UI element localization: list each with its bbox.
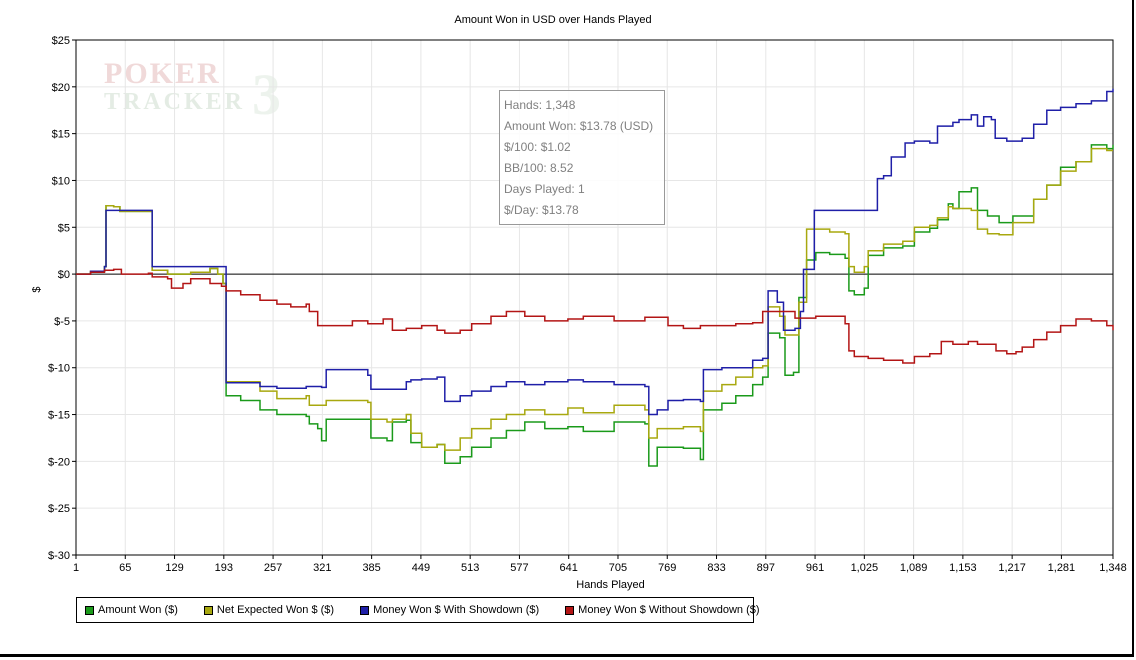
legend-swatch: [203, 605, 213, 615]
y-tick-label: $-10: [48, 363, 70, 375]
x-tick-label: 65: [119, 562, 131, 574]
y-tick-label: $0: [58, 269, 70, 281]
stat-per-100: $/100: $1.02: [504, 140, 571, 154]
legend-item-net-expected[interactable]: Net Expected Won $ ($): [203, 604, 335, 616]
watermark-line2: TRACKER: [104, 89, 246, 115]
y-tick-label: $-30: [48, 550, 70, 562]
x-tick-label: 1,281: [1048, 562, 1076, 574]
x-tick-label: 449: [412, 562, 430, 574]
x-tick-label: 705: [609, 562, 627, 574]
series-line-money-won-without-showdown: [76, 268, 1114, 364]
x-tick-label: 385: [362, 562, 380, 574]
y-tick-label: $5: [58, 222, 70, 234]
stat-hands: Hands: 1,348: [504, 98, 576, 112]
stats-tooltip: Hands: 1,348 Amount Won: $13.78 (USD) $/…: [499, 90, 665, 225]
legend-item-without-showdown[interactable]: Money Won $ Without Showdown ($): [565, 604, 760, 616]
y-tick-label: $15: [52, 129, 70, 141]
y-tick-label: $-15: [48, 410, 70, 422]
watermark-line1: POKER: [104, 57, 221, 90]
x-tick-label: 897: [757, 562, 775, 574]
x-tick-label: 1,217: [998, 562, 1026, 574]
y-tick-label: $20: [52, 82, 70, 94]
x-tick-label: 321: [313, 562, 331, 574]
y-tick-label: $-25: [48, 503, 70, 515]
stat-days-played: Days Played: 1: [504, 182, 585, 196]
stat-bb-100: BB/100: 8.52: [504, 161, 574, 175]
x-tick-label: 193: [215, 562, 233, 574]
x-tick-label: 1,153: [949, 562, 977, 574]
stat-per-day: $/Day: $13.78: [504, 203, 579, 217]
x-tick-label: 129: [165, 562, 183, 574]
legend-swatch: [85, 605, 94, 615]
x-tick-label: 961: [806, 562, 824, 574]
legend-label: Amount Won ($): [98, 604, 178, 616]
legend-label: Net Expected Won $ ($): [216, 604, 335, 616]
x-tick-label: 769: [658, 562, 676, 574]
x-tick-label: 833: [707, 562, 725, 574]
y-tick-label: $25: [52, 35, 70, 47]
chart-title: Amount Won in USD over Hands Played: [454, 14, 652, 26]
series-line-money-won-with-showdown: [76, 88, 1114, 416]
x-tick-label: 1,025: [851, 562, 879, 574]
legend-item-with-showdown[interactable]: Money Won $ With Showdown ($): [360, 604, 539, 616]
legend-item-amount-won[interactable]: Amount Won ($): [85, 604, 178, 616]
stat-amount-won: Amount Won: $13.78 (USD): [504, 119, 654, 133]
x-tick-label: 257: [264, 562, 282, 574]
x-tick-label: 513: [461, 562, 479, 574]
x-axis-label: Hands Played: [576, 579, 645, 591]
series-line-amount-won: [76, 144, 1114, 467]
chart-legend: Amount Won ($) Net Expected Won $ ($) Mo…: [76, 597, 760, 623]
y-tick-label: $-20: [48, 456, 70, 468]
plot-border: [75, 39, 1114, 556]
legend-swatch: [360, 605, 370, 615]
legend-label: Money Won $ Without Showdown ($): [578, 604, 760, 616]
y-tick-label: $-5: [54, 316, 70, 328]
x-tick-label: 1: [73, 562, 79, 574]
watermark-number: 3: [252, 62, 283, 127]
x-tick-label: 1,089: [900, 562, 928, 574]
legend-swatch: [565, 605, 575, 615]
x-tick-label: 641: [560, 562, 578, 574]
y-tick-label: $10: [52, 175, 70, 187]
series-line-net-expected-won: [76, 147, 1113, 451]
x-tick-label: 577: [510, 562, 528, 574]
y-axis-label: $: [31, 286, 43, 292]
pokertracker-watermark: POKER TRACKER 3: [104, 57, 281, 124]
legend-label: Money Won $ With Showdown ($): [373, 604, 540, 616]
x-tick-label: 1,348: [1099, 562, 1127, 574]
